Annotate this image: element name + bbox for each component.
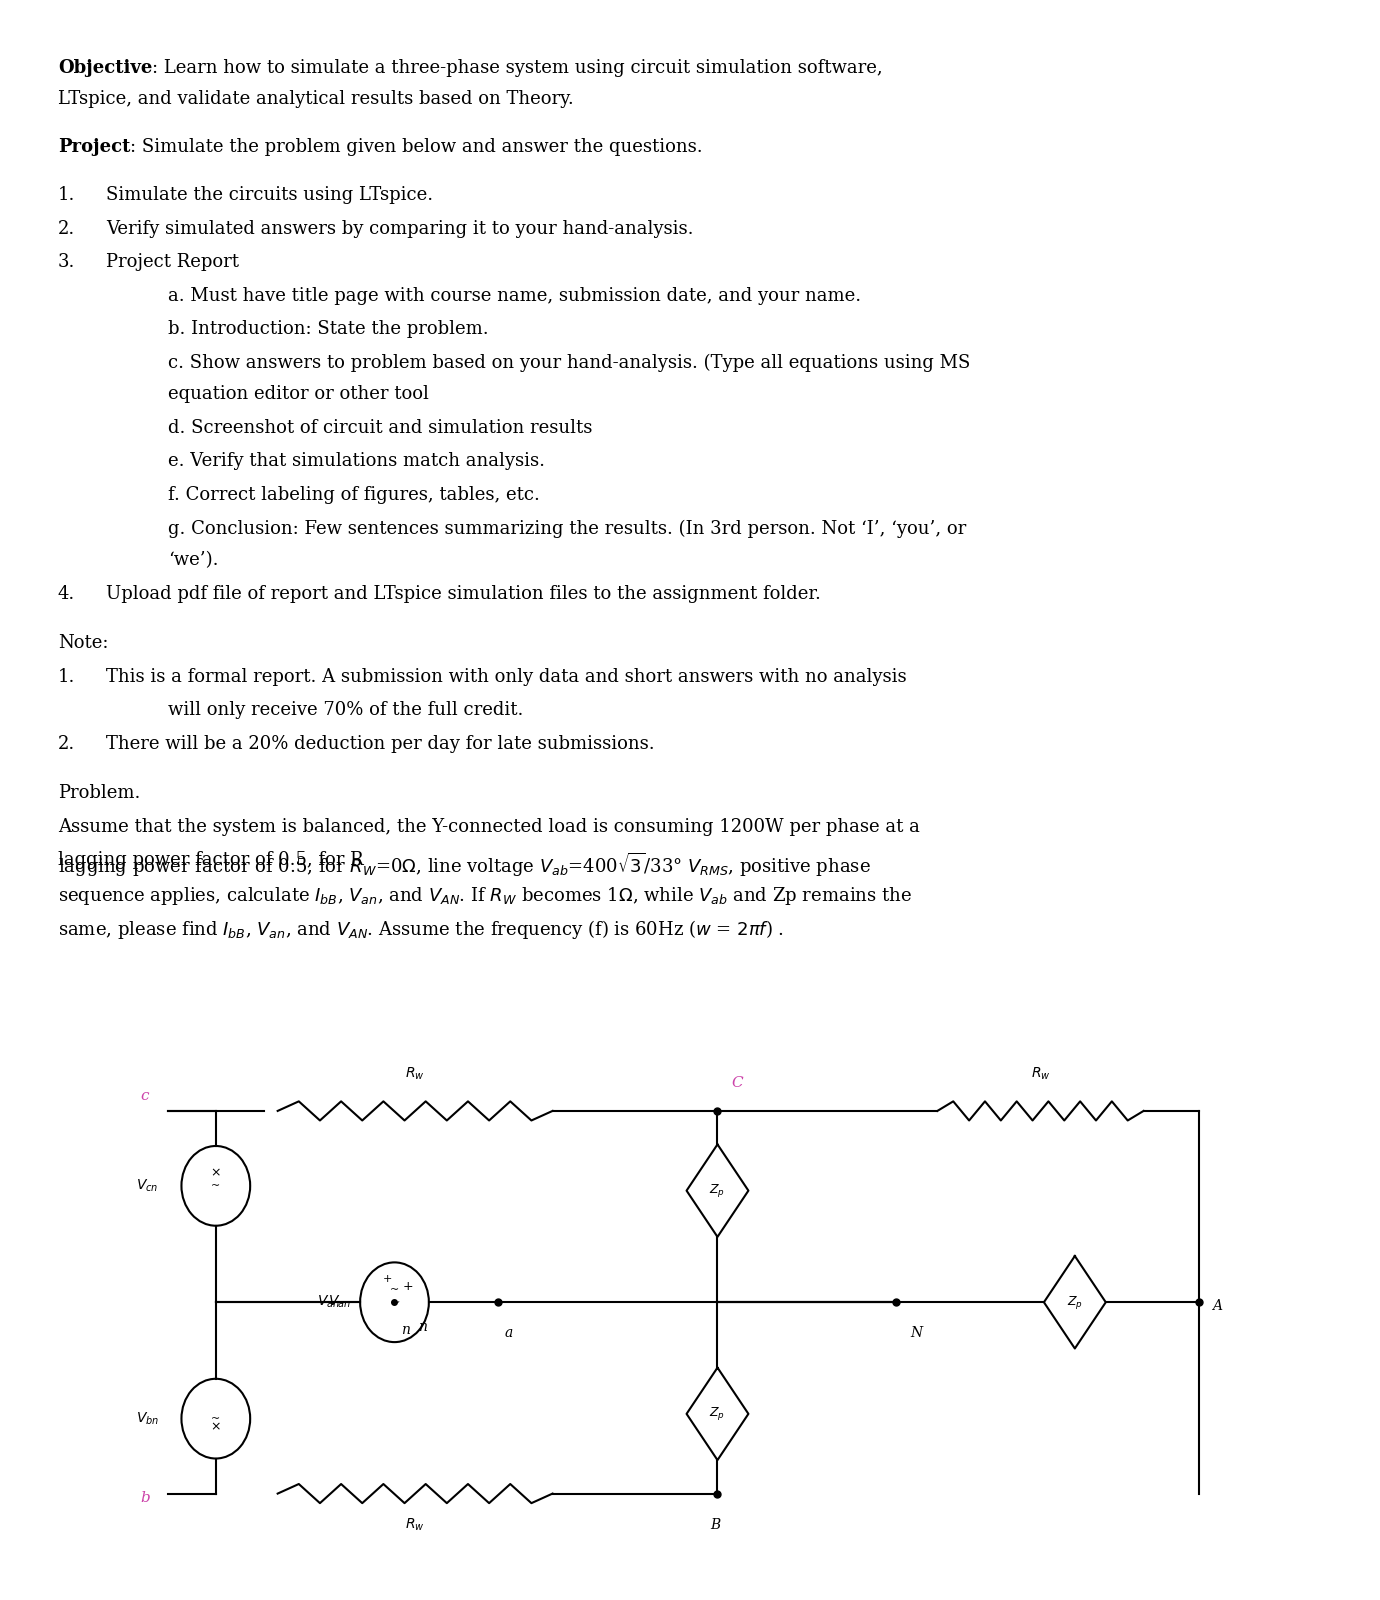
Text: n: n	[418, 1320, 426, 1334]
Text: sequence applies, calculate $I_{bB}$, $V_{an}$, and $V_{AN}$. If $R_W$ becomes 1: sequence applies, calculate $I_{bB}$, $V…	[58, 885, 912, 907]
Text: $V_{an}$: $V_{an}$	[317, 1294, 339, 1310]
Text: lagging power factor of 0.5, for R: lagging power factor of 0.5, for R	[58, 851, 363, 869]
Text: $V_{an}$: $V_{an}$	[328, 1294, 351, 1310]
Text: Assume that the system is balanced, the Y-connected load is consuming 1200W per : Assume that the system is balanced, the …	[58, 818, 919, 835]
Text: $R_w$: $R_w$	[406, 1517, 425, 1533]
Text: A: A	[1212, 1299, 1223, 1314]
Text: b: b	[141, 1491, 150, 1504]
Text: C: C	[731, 1075, 742, 1090]
Text: There will be a 20% deduction per day for late submissions.: There will be a 20% deduction per day fo…	[106, 734, 654, 752]
Text: Upload pdf file of report and LTspice simulation files to the assignment folder.: Upload pdf file of report and LTspice si…	[106, 584, 821, 603]
Text: 2.: 2.	[58, 734, 75, 752]
Text: Problem.: Problem.	[58, 784, 141, 802]
Text: Verify simulated answers by comparing it to your hand-analysis.: Verify simulated answers by comparing it…	[106, 219, 693, 238]
Text: ×: ×	[211, 1421, 221, 1434]
Text: d. Screenshot of circuit and simulation results: d. Screenshot of circuit and simulation …	[168, 419, 592, 437]
Text: : Simulate the problem given below and answer the questions.: : Simulate the problem given below and a…	[130, 138, 702, 157]
Text: B: B	[711, 1518, 720, 1531]
Text: $Z_p$: $Z_p$	[709, 1182, 726, 1198]
Text: $V_{cn}$: $V_{cn}$	[135, 1178, 159, 1194]
Text: c. Show answers to problem based on your hand-analysis. (Type all equations usin: c. Show answers to problem based on your…	[168, 354, 970, 371]
Text: ‘we’).: ‘we’).	[168, 552, 218, 570]
Text: 1.: 1.	[58, 186, 75, 205]
Text: a. Must have title page with course name, submission date, and your name.: a. Must have title page with course name…	[168, 286, 861, 304]
Text: Objective: Objective	[58, 59, 152, 77]
Text: $V_{bn}$: $V_{bn}$	[135, 1411, 159, 1427]
Text: This is a formal report. A submission with only data and short answers with no a: This is a formal report. A submission wi…	[106, 667, 907, 686]
Text: c: c	[141, 1088, 149, 1102]
Text: will only receive 70% of the full credit.: will only receive 70% of the full credit…	[168, 701, 523, 718]
Text: Project Report: Project Report	[106, 253, 239, 270]
Text: $Z_p$: $Z_p$	[1067, 1294, 1083, 1310]
Text: e. Verify that simulations match analysis.: e. Verify that simulations match analysi…	[168, 453, 545, 470]
Text: 1.: 1.	[58, 667, 75, 686]
Text: $R_w$: $R_w$	[406, 1066, 425, 1082]
Text: n: n	[402, 1323, 410, 1338]
Text: Project: Project	[58, 138, 130, 157]
Text: ~: ~	[389, 1296, 400, 1309]
Text: $R_w$: $R_w$	[1031, 1066, 1050, 1082]
Text: ~: ~	[211, 1414, 221, 1424]
Text: Note:: Note:	[58, 634, 108, 653]
Text: Simulate the circuits using LTspice.: Simulate the circuits using LTspice.	[106, 186, 433, 205]
Text: a: a	[505, 1326, 513, 1341]
Text: 3.: 3.	[58, 253, 75, 270]
Text: : Learn how to simulate a three-phase system using circuit simulation software,: : Learn how to simulate a three-phase sy…	[152, 59, 882, 77]
Text: 2.: 2.	[58, 219, 75, 238]
Text: +: +	[382, 1274, 392, 1283]
Text: +: +	[403, 1280, 414, 1293]
Text: same, please find $I_{bB}$, $V_{an}$, and $V_{AN}$. Assume the frequency (f) is : same, please find $I_{bB}$, $V_{an}$, an…	[58, 918, 784, 941]
Text: lagging power factor of 0.5, for $R_W$=0$\Omega$, line voltage $V_{ab}$=400$\sqr: lagging power factor of 0.5, for $R_W$=0…	[58, 851, 871, 878]
Text: ~: ~	[391, 1285, 399, 1294]
Text: LTspice, and validate analytical results based on Theory.: LTspice, and validate analytical results…	[58, 91, 574, 109]
Text: g. Conclusion: Few sentences summarizing the results. (In 3rd person. Not ‘I’, ‘: g. Conclusion: Few sentences summarizing…	[168, 520, 966, 538]
Text: N: N	[909, 1326, 922, 1341]
Text: ~: ~	[211, 1181, 221, 1190]
Text: $Z_p$: $Z_p$	[709, 1405, 726, 1422]
Text: b. Introduction: State the problem.: b. Introduction: State the problem.	[168, 320, 489, 338]
Text: 4.: 4.	[58, 584, 75, 603]
Text: f. Correct labeling of figures, tables, etc.: f. Correct labeling of figures, tables, …	[168, 486, 540, 504]
Text: ×: ×	[211, 1166, 221, 1179]
Text: equation editor or other tool: equation editor or other tool	[168, 386, 429, 403]
